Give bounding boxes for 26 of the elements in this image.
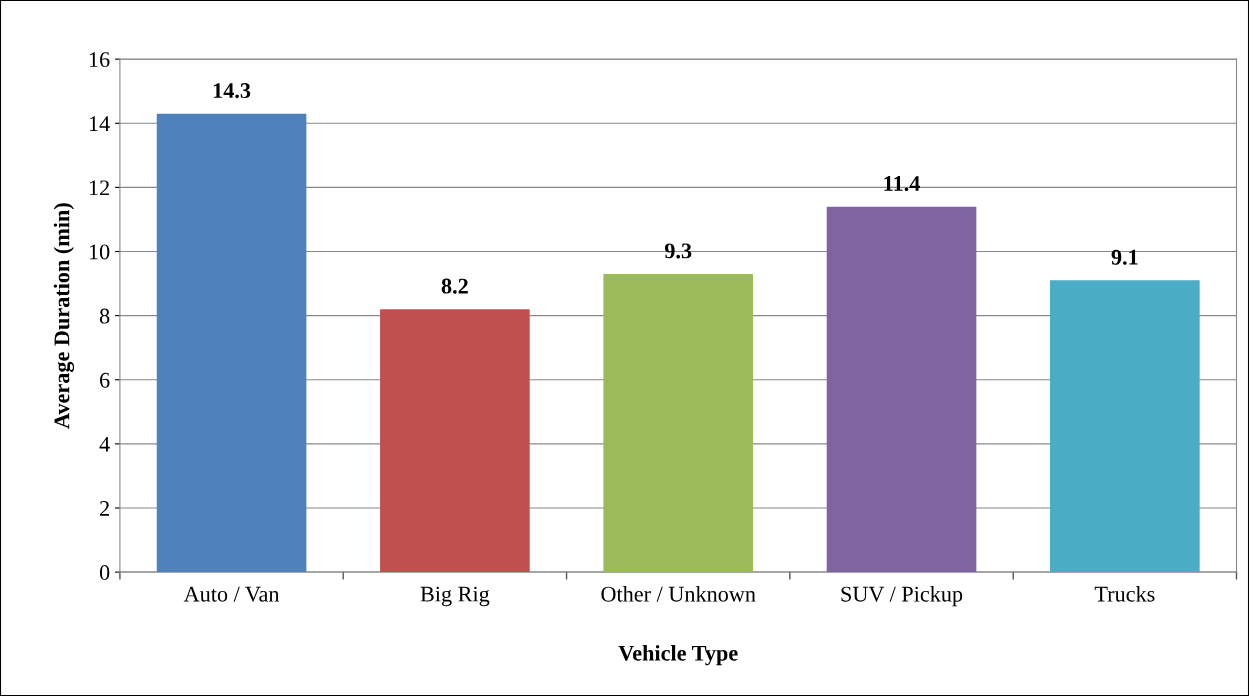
bar	[1050, 280, 1200, 573]
bar	[156, 113, 307, 573]
x-tick-label: Auto / Van	[183, 586, 280, 602]
y-tick-label: 14	[89, 116, 110, 131]
y-tick-label: 0	[99, 565, 110, 581]
y-tick-label: 6	[100, 372, 110, 388]
data-label: 9.3	[664, 243, 692, 259]
data-label: 11.4	[884, 176, 920, 192]
y-axis-title: Average Duration (min)	[53, 203, 75, 429]
y-tick-label: 10	[89, 244, 110, 260]
y-tick-label: 8	[99, 308, 110, 324]
x-tick-label: SUV / Pickup	[841, 586, 963, 607]
data-label: 14.3	[213, 83, 251, 99]
y-tick-label: 4	[99, 436, 110, 452]
data-label: 9.1	[1111, 249, 1138, 265]
bar	[603, 273, 754, 573]
bar	[826, 206, 977, 573]
bar	[380, 309, 530, 573]
x-tick-label: Trucks	[1094, 586, 1155, 602]
data-label: 8.2	[441, 278, 468, 294]
y-tick-label: 2	[100, 500, 109, 516]
y-tick-label: 12	[89, 180, 109, 196]
y-tick-label: 16	[89, 52, 110, 68]
x-axis-title: Vehicle Type	[618, 645, 738, 666]
x-tick-label: Big Rig	[420, 586, 490, 607]
x-tick-label: Other / Unknown	[601, 586, 756, 602]
